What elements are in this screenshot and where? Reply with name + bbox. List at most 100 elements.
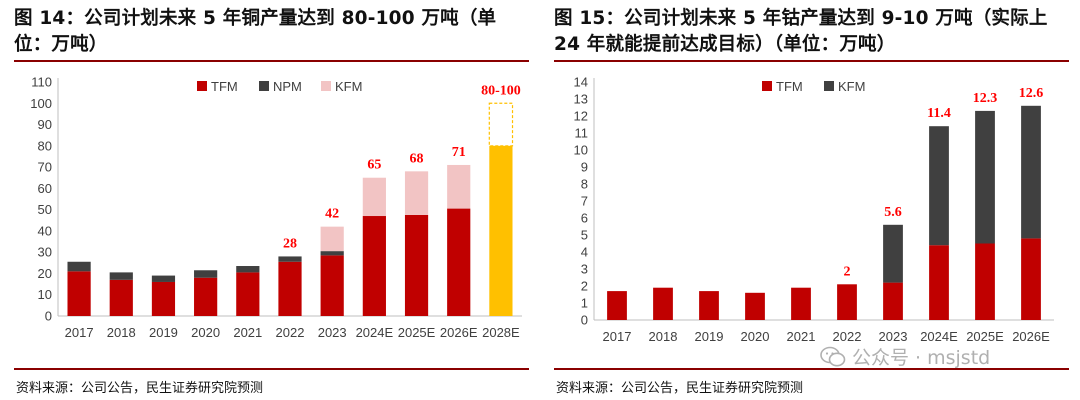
legend-label: KFM bbox=[335, 79, 362, 94]
y-tick-label: 8 bbox=[581, 177, 588, 192]
legend-label: TFM bbox=[776, 79, 803, 94]
bar-segment bbox=[447, 164, 471, 209]
copper-chart-panel: 图 14：公司计划未来 5 年铜产量达到 80-100 万吨（单位：万吨） 0 1… bbox=[14, 0, 536, 400]
wechat-icon bbox=[820, 346, 846, 366]
x-tick-label: 2019 bbox=[695, 329, 724, 344]
bar-segment bbox=[67, 261, 91, 272]
bar-segment bbox=[236, 272, 260, 316]
y-tick-label: 1 bbox=[581, 296, 588, 311]
bar-segment bbox=[236, 266, 260, 273]
data-label: 80-100 bbox=[481, 83, 521, 98]
bar-segment bbox=[194, 277, 218, 316]
data-label: 28 bbox=[283, 236, 297, 251]
y-tick-label: 7 bbox=[581, 194, 588, 209]
x-tick-label: 2023 bbox=[318, 325, 347, 340]
y-tick-label: 5 bbox=[581, 228, 588, 243]
data-label: 65 bbox=[367, 158, 381, 173]
bar-segment bbox=[194, 270, 218, 278]
y-tick-label: 4 bbox=[581, 245, 588, 260]
copper-production-chart: 0 10 20 30 40 50 60 70 80 90 100 110 2017 2018 2019 202… bbox=[30, 75, 522, 340]
source-note: 资料来源：公司公告，民生证券研究院预测 bbox=[16, 381, 264, 396]
bar-segment bbox=[745, 292, 765, 320]
x-tick-label: 2019 bbox=[149, 325, 178, 340]
x-tick-label: 2026E bbox=[440, 325, 478, 340]
figure-title: 图 14：公司计划未来 5 年铜产量达到 80-100 万吨（单位：万吨） bbox=[14, 8, 497, 55]
bar-segment bbox=[883, 282, 903, 320]
x-tick-label: 2025E bbox=[398, 325, 436, 340]
data-label: 71 bbox=[452, 145, 466, 160]
x-tick-label: 2022 bbox=[833, 329, 862, 344]
bar-segment bbox=[1021, 105, 1041, 239]
bar-segment bbox=[320, 226, 344, 252]
data-label: 68 bbox=[410, 151, 424, 166]
bar-segment bbox=[883, 224, 903, 283]
x-tick-label: 2025E bbox=[966, 329, 1004, 344]
legend-swatch bbox=[321, 81, 331, 91]
legend-swatch bbox=[824, 81, 834, 91]
x-tick-label: 2024E bbox=[920, 329, 958, 344]
y-tick-label: 40 bbox=[38, 223, 52, 238]
bar-segment bbox=[975, 243, 995, 320]
bar-segment bbox=[607, 291, 627, 320]
y-tick-label: 70 bbox=[38, 160, 52, 175]
title-rule bbox=[14, 60, 529, 62]
y-tick-label: 10 bbox=[38, 287, 52, 302]
wechat-watermark: 公众号 · msjstd bbox=[820, 343, 990, 370]
bar-segment bbox=[447, 208, 471, 316]
x-tick-label: 2022 bbox=[276, 325, 305, 340]
legend-swatch bbox=[259, 81, 269, 91]
bar-segment bbox=[404, 214, 429, 316]
x-tick-label: 2017 bbox=[603, 329, 632, 344]
bar-segment bbox=[320, 255, 344, 316]
bar-segment bbox=[791, 287, 811, 320]
bar-segment bbox=[1021, 238, 1041, 320]
y-tick-label: 12 bbox=[574, 109, 588, 124]
y-tick-label: 2 bbox=[581, 279, 588, 294]
bar-segment bbox=[929, 126, 949, 246]
y-tick-label: 20 bbox=[38, 266, 52, 281]
cobalt-chart-panel: 图 15：公司计划未来 5 年钴产量达到 9-10 万吨（实际上 24 年就能提… bbox=[554, 0, 1076, 400]
y-tick-label: 9 bbox=[581, 160, 588, 175]
data-label: 12.6 bbox=[1019, 86, 1044, 101]
bar-segment bbox=[151, 275, 176, 282]
x-tick-label: 2024E bbox=[356, 325, 394, 340]
data-label: 42 bbox=[325, 207, 339, 222]
y-tick-label: 3 bbox=[581, 262, 588, 277]
data-label: 2 bbox=[844, 264, 851, 279]
x-tick-label: 2023 bbox=[879, 329, 908, 344]
y-tick-label: 50 bbox=[38, 202, 52, 217]
figure-title: 图 15：公司计划未来 5 年钴产量达到 9-10 万吨（实际上 24 年就能提… bbox=[554, 8, 1048, 55]
x-tick-label: 2021 bbox=[787, 329, 816, 344]
y-tick-label: 10 bbox=[574, 143, 588, 158]
source-rule bbox=[554, 368, 1069, 370]
title-rule bbox=[554, 60, 1069, 62]
y-tick-label: 0 bbox=[45, 309, 52, 324]
source-rule bbox=[14, 368, 529, 370]
x-tick-label: 2018 bbox=[107, 325, 136, 340]
bar-segment bbox=[278, 256, 302, 262]
bar-segment bbox=[699, 291, 719, 320]
bar-segment bbox=[109, 279, 133, 316]
y-tick-label: 0 bbox=[581, 313, 588, 328]
y-tick-label: 6 bbox=[581, 211, 588, 226]
y-tick-label: 11 bbox=[575, 126, 589, 141]
bar-segment bbox=[488, 102, 514, 147]
x-tick-label: 2018 bbox=[649, 329, 678, 344]
watermark-text: 公众号 · msjstd bbox=[852, 347, 991, 369]
bar-segment bbox=[67, 271, 91, 316]
bar-segment bbox=[837, 284, 857, 320]
bar-segment bbox=[151, 281, 176, 316]
x-tick-label: 2021 bbox=[233, 325, 262, 340]
bar-segment bbox=[362, 177, 386, 217]
x-tick-label: 2020 bbox=[191, 325, 220, 340]
bar-segment bbox=[975, 110, 995, 244]
bar-segment bbox=[278, 261, 302, 316]
data-label: 12.3 bbox=[973, 91, 998, 106]
legend-label: NPM bbox=[273, 79, 302, 94]
bar-segment bbox=[404, 171, 429, 215]
x-tick-label: 2028E bbox=[482, 325, 520, 340]
y-tick-label: 100 bbox=[30, 96, 52, 111]
x-tick-label: 2017 bbox=[65, 325, 94, 340]
x-tick-label: 2026E bbox=[1012, 329, 1050, 344]
